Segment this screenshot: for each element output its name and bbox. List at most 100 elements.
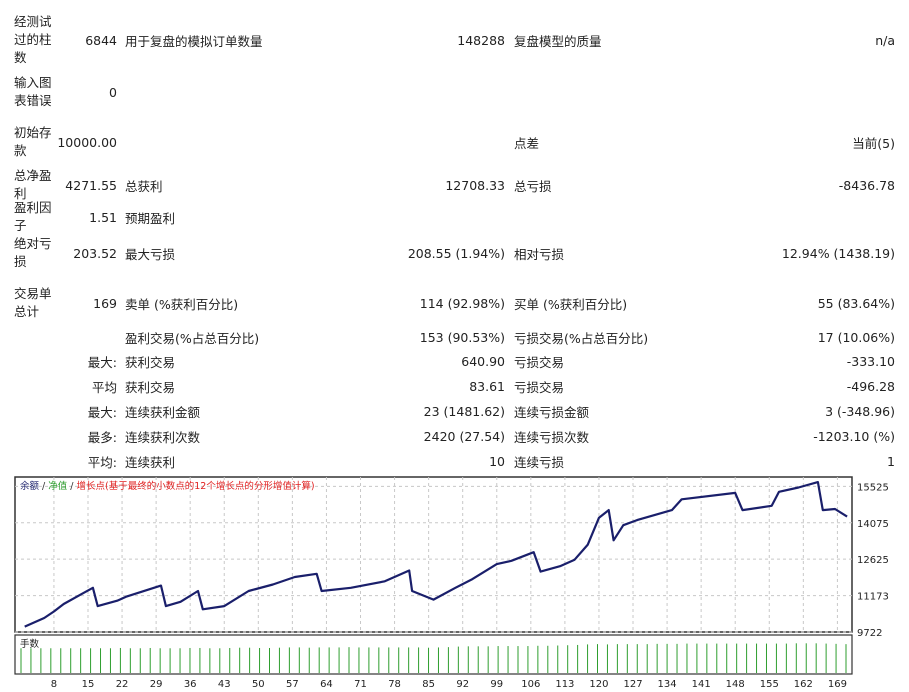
row-label-2: 盈利交易(%占总百分比)	[125, 330, 260, 346]
report-row: 总净盈利 4271.55 总获利 12708.33 总亏损 -8436.78	[0, 168, 909, 202]
x-tick-label: 169	[828, 679, 847, 690]
row-label-3: 连续亏损次数	[514, 429, 590, 445]
x-tick-label: 155	[760, 679, 779, 690]
report-row: 平均: 连续获利 10 连续亏损 1	[0, 449, 909, 473]
x-tick-label: 99	[490, 679, 503, 690]
row-label-2: 总获利	[125, 178, 163, 194]
balance-line	[24, 481, 848, 628]
row-label-3: 点差	[514, 135, 540, 151]
row-label: 总净盈利	[14, 168, 52, 201]
legend-sep: /	[39, 481, 48, 492]
x-tick-label: 15	[82, 679, 95, 690]
row-label: 绝对亏损	[14, 236, 52, 269]
row-value-2: 114 (92.98%)	[419, 295, 505, 311]
row-value-3: 当前(5)	[852, 135, 895, 151]
row-value-2: 23 (1481.62)	[423, 403, 505, 419]
row-value-2: 10	[489, 453, 505, 469]
balance-chart: 9722 11173 12625 14075 15525 余额 / 净值 / 增长点(基…	[14, 476, 889, 690]
row-value-2: 640.90	[461, 353, 505, 369]
row-label-3: 亏损交易(%占总百分比)	[514, 330, 649, 346]
row-label-3: 相对亏损	[514, 246, 565, 262]
y-tick-label: 11173	[857, 592, 889, 603]
chart-plot-area	[14, 476, 853, 633]
row-label-3: 连续亏损金额	[514, 404, 590, 420]
row-label-2: 获利交易	[125, 354, 176, 370]
volume-label: 手数	[20, 638, 40, 650]
report-row: 绝对亏损 203.52 最大亏损 208.55 (1.94%) 相对亏损 12.94% (…	[0, 236, 909, 270]
row-value-1: 最大:	[87, 354, 117, 370]
x-tick-label: 127	[623, 679, 642, 690]
row-label-3: 买单 (%获利百分比)	[514, 296, 628, 312]
x-tick-label: 141	[692, 679, 711, 690]
x-tick-label: 36	[184, 679, 197, 690]
x-tick-label: 50	[252, 679, 265, 690]
row-value-1: 169	[93, 295, 117, 311]
x-tick-label: 43	[218, 679, 231, 690]
row-value-2: 83.61	[469, 378, 505, 394]
row-value-3: -496.28	[846, 378, 895, 394]
report-row: 盈利交易(%占总百分比) 153 (90.53%) 亏损交易(%占总百分比) 17 (…	[0, 325, 909, 349]
report-row: 经测试过的柱数 6844 用于复盘的模拟订单数量 148288 复盘模型的质量 n/a	[0, 10, 909, 70]
row-value-1: 4271.55	[65, 177, 117, 193]
row-value-2: 208.55 (1.94%)	[407, 245, 505, 261]
row-value-3: -8436.78	[838, 177, 895, 193]
row-label-2: 连续获利次数	[125, 429, 201, 445]
x-tick-label: 106	[521, 679, 540, 690]
row-label-2: 连续获利	[125, 454, 176, 470]
report-row: 交易单总计 169 卖单 (%获利百分比) 114 (92.98%) 买单 (%获利百分…	[0, 286, 909, 320]
legend-growth: 增长点(基于最终的小数点的12个增长点的分形增值计算)	[77, 480, 315, 492]
row-label: 输入图表错误	[14, 75, 52, 108]
y-tick-label: 15525	[857, 482, 889, 493]
row-label: 盈利因子	[14, 200, 52, 233]
x-tick-label: 162	[794, 679, 813, 690]
row-value-1: 10000.00	[57, 134, 117, 150]
report-row: 最多: 连续获利次数 2420 (27.54) 连续亏损次数 -1203.10 (%)	[0, 424, 909, 448]
row-value-1: 6844	[85, 32, 117, 48]
row-label-2: 获利交易	[125, 379, 176, 395]
row-label-3: 复盘模型的质量	[514, 33, 602, 49]
x-tick-label: 8	[51, 679, 57, 690]
row-value-3: 12.94% (1438.19)	[781, 245, 895, 261]
row-label-2: 连续获利金额	[125, 404, 201, 420]
legend-sep-2: /	[67, 481, 76, 492]
x-tick-label: 71	[354, 679, 367, 690]
y-tick-label: 9722	[857, 628, 882, 639]
row-value-2: 153 (90.53%)	[419, 329, 505, 345]
row-label: 初始存款	[14, 125, 52, 158]
x-tick-label: 148	[726, 679, 745, 690]
x-tick-label: 113	[555, 679, 574, 690]
report-row: 最大: 连续获利金额 23 (1481.62) 连续亏损金额 3 (-348.96)	[0, 399, 909, 423]
row-label-2: 最大亏损	[125, 246, 176, 262]
row-value-2: 12708.33	[445, 177, 505, 193]
x-tick-label: 92	[456, 679, 469, 690]
row-label: 交易单总计	[14, 286, 52, 319]
x-tick-label: 120	[589, 679, 608, 690]
row-value-1: 平均:	[87, 454, 117, 470]
row-value-1: 0	[109, 84, 117, 100]
svg-text:余额 / 净值 / 增长点(基于最终的小数点的12个增长点的: 余额 / 净值 / 增长点(基于最终的小数点的12个增长点的分形增值计算)	[20, 480, 315, 492]
report-row: 最大: 获利交易 640.90 亏损交易 -333.10	[0, 349, 909, 373]
x-tick-label: 64	[320, 679, 333, 690]
row-value-3: 17 (10.06%)	[817, 329, 895, 345]
x-tick-label: 78	[388, 679, 401, 690]
row-label-3: 亏损交易	[514, 354, 565, 370]
row-value-1: 1.51	[89, 209, 117, 225]
row-label-2: 卖单 (%获利百分比)	[125, 296, 239, 312]
row-label: 经测试过的柱数	[14, 14, 52, 65]
row-value-3: 1	[887, 453, 895, 469]
report-row: 输入图表错误 0	[0, 72, 909, 112]
x-tick-label: 85	[422, 679, 435, 690]
y-tick-label: 14075	[857, 519, 889, 530]
row-label-3: 连续亏损	[514, 454, 565, 470]
row-label-2: 用于复盘的模拟订单数量	[125, 33, 263, 49]
row-label-3: 亏损交易	[514, 379, 565, 395]
row-value-1: 平均	[91, 379, 117, 395]
x-tick-label: 57	[286, 679, 299, 690]
report-row: 平均 获利交易 83.61 亏损交易 -496.28	[0, 374, 909, 398]
row-value-3: 55 (83.64%)	[817, 295, 895, 311]
row-value-2: 148288	[457, 32, 505, 48]
volume-panel	[14, 634, 853, 675]
row-value-3: 3 (-348.96)	[825, 403, 895, 419]
legend-equity: 净值	[48, 480, 68, 492]
row-value-1: 最大:	[87, 404, 117, 420]
